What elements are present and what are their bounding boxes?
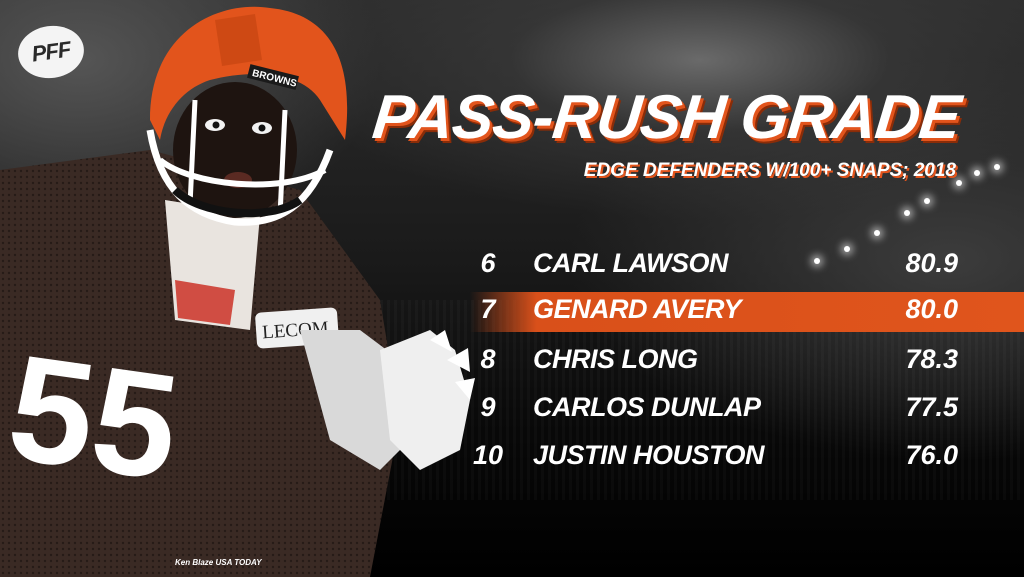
- ranking-row: 7 GENARD AVERY 80.0: [0, 286, 1024, 332]
- player-name: JUSTIN HOUSTON: [533, 440, 765, 470]
- jersey-number: 55: [0, 322, 188, 512]
- rank-number: 6: [480, 248, 496, 278]
- highlight-bar: [470, 292, 1024, 332]
- grade-value: 76.0: [905, 440, 958, 470]
- stadium-crowd: [380, 300, 1024, 500]
- rank-number: 10: [472, 440, 504, 470]
- stadium-lights: [724, 150, 1024, 330]
- player-name: CHRIS LONG: [533, 344, 698, 374]
- photo-credit: Ken Blaze USA TODAY: [175, 558, 262, 567]
- ranking-row: 10 JUSTIN HOUSTON 76.0: [0, 432, 1024, 478]
- player-illustration: 55 LECOM BROWNS: [0, 6, 475, 577]
- player-name: CARLOS DUNLAP: [533, 392, 761, 422]
- ranking-row: 6 CARL LAWSON 80.9: [0, 240, 1024, 286]
- grade-value: 77.5: [905, 392, 958, 422]
- graphic-subtitle: EDGE DEFENDERS W/100+ SNAPS; 2018: [583, 160, 956, 181]
- player-name: GENARD AVERY: [533, 294, 742, 324]
- player-name: CARL LAWSON: [533, 248, 729, 278]
- rank-number: 8: [480, 344, 496, 374]
- graphic-title: PASS-RUSH GRADE: [369, 83, 964, 152]
- grade-value: 80.0: [905, 294, 958, 324]
- rank-number: 7: [480, 294, 496, 324]
- grade-value: 80.9: [905, 248, 958, 278]
- grade-value: 78.3: [905, 344, 958, 374]
- logo-text: PFF: [30, 36, 72, 67]
- ranking-row: 9 CARLOS DUNLAP 77.5: [0, 384, 1024, 430]
- ranking-row: 8 CHRIS LONG 78.3: [0, 336, 1024, 382]
- rank-number: 9: [480, 392, 496, 422]
